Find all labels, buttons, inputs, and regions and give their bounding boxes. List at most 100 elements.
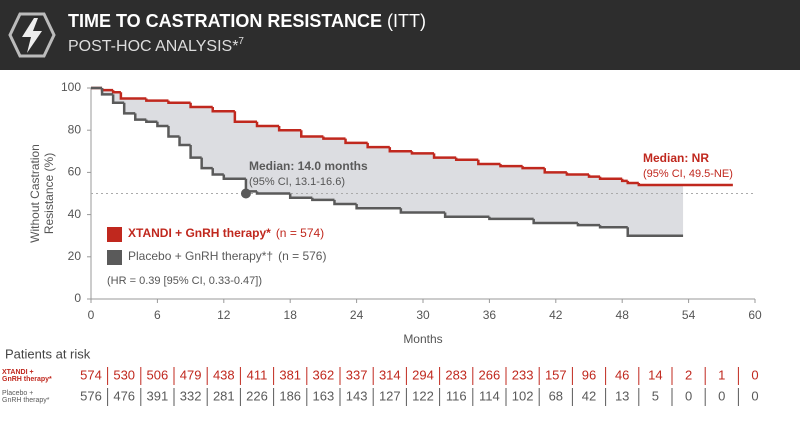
km-step <box>100 88 114 96</box>
risk-value: 68 <box>549 388 563 403</box>
y-tick-label: 0 <box>74 291 81 305</box>
risk-value: 362 <box>313 367 335 382</box>
y-tick-label: 40 <box>68 207 82 221</box>
x-tick-label: 30 <box>416 308 430 322</box>
km-step <box>233 111 257 124</box>
risk-value: 0 <box>751 388 758 403</box>
km-step <box>311 197 335 202</box>
km-step <box>211 106 235 113</box>
header-subtitle: POST-HOC ANALYSIS*7 <box>68 36 244 56</box>
risk-value: 127 <box>379 388 401 403</box>
km-step <box>200 157 213 170</box>
km-step <box>499 163 523 168</box>
title-bold: TIME TO CASTRATION RESISTANCE <box>68 11 382 31</box>
km-step <box>454 157 479 161</box>
km-step <box>598 176 623 180</box>
risk-value: 438 <box>213 367 235 382</box>
median-annotation: Median: 14.0 months <box>249 159 368 173</box>
x-tick-label: 60 <box>748 308 762 322</box>
header-bar <box>0 0 800 70</box>
km-step <box>543 168 567 174</box>
risk-value: 114 <box>479 388 500 403</box>
risk-value: 122 <box>412 388 434 403</box>
risk-row-label: GnRH therapy* <box>2 397 50 404</box>
km-step <box>443 212 490 218</box>
x-tick-label: 48 <box>616 308 630 322</box>
km-step <box>565 172 589 176</box>
km-step <box>255 121 280 128</box>
x-tick-label: 24 <box>350 308 364 322</box>
risk-value: 0 <box>751 367 758 382</box>
km-step <box>488 216 534 221</box>
km-step <box>178 136 191 147</box>
km-step <box>189 144 202 159</box>
km-step <box>322 136 346 140</box>
risk-value: 411 <box>247 367 268 382</box>
risk-value: 233 <box>512 367 534 382</box>
km-step <box>355 204 401 210</box>
km-step <box>366 142 390 149</box>
km-step <box>111 94 125 105</box>
risk-value: 13 <box>615 388 629 403</box>
km-step <box>388 147 412 153</box>
risk-value: 337 <box>346 367 368 382</box>
header-title: TIME TO CASTRATION RESISTANCE (ITT) <box>68 11 426 31</box>
risk-value: 314 <box>379 367 401 382</box>
risk-value: 186 <box>279 388 301 403</box>
risk-value: 2 <box>685 367 692 382</box>
title-suffix: (ITT) <box>387 11 426 31</box>
km-step <box>626 227 684 237</box>
risk-value: 332 <box>180 388 202 403</box>
km-step <box>145 119 158 124</box>
risk-value: 479 <box>180 367 202 382</box>
risk-value: 0 <box>685 388 692 403</box>
km-step <box>620 178 628 183</box>
risk-value: 157 <box>545 367 567 382</box>
risk-value: 266 <box>479 367 501 382</box>
km-step <box>255 191 291 195</box>
median-point <box>240 188 251 199</box>
risk-value: 476 <box>113 388 135 403</box>
km-step <box>134 113 147 121</box>
km-step <box>532 218 578 225</box>
legend-entry: XTANDI + GnRH therapy* (n = 574) <box>128 226 324 240</box>
km-step <box>119 92 147 100</box>
hr-annotation: (HR = 0.39 [95% CI, 0.33-0.47]) <box>107 275 262 287</box>
km-step <box>626 180 639 185</box>
y-axis-label: Resistance (%) <box>42 153 56 234</box>
risk-value: 391 <box>147 388 169 403</box>
y-tick-label: 80 <box>68 122 82 136</box>
km-step <box>222 174 246 180</box>
km-step <box>598 225 628 229</box>
risk-value: 0 <box>718 388 725 403</box>
risk-value: 530 <box>113 367 135 382</box>
legend-entry: Placebo + GnRH therapy*† (n = 576) <box>128 249 326 263</box>
km-step <box>277 125 302 132</box>
x-tick-label: 18 <box>284 308 298 322</box>
median-ci: (95% CI, 49.5-NE) <box>643 168 733 180</box>
risk-title: Patients at risk <box>5 346 91 361</box>
risk-value: 143 <box>346 388 368 403</box>
risk-value: 5 <box>652 388 659 403</box>
risk-value: 226 <box>246 388 268 403</box>
x-tick-label: 42 <box>549 308 563 322</box>
risk-value: 576 <box>80 388 102 403</box>
difference-area <box>91 88 684 236</box>
km-step <box>300 130 324 138</box>
km-step <box>145 98 169 102</box>
risk-row-label: Placebo + <box>2 390 33 397</box>
x-tick-label: 54 <box>682 308 696 322</box>
km-step <box>122 102 136 115</box>
legend-n: (n = 576) <box>278 249 326 263</box>
x-axis-label: Months <box>403 332 442 346</box>
risk-value: 281 <box>213 388 235 403</box>
x-tick-label: 6 <box>154 308 161 322</box>
risk-value: 116 <box>446 388 467 403</box>
risk-value: 42 <box>582 388 596 403</box>
risk-value: 381 <box>279 367 301 382</box>
risk-value: 294 <box>412 367 434 382</box>
km-step <box>333 199 357 206</box>
km-step <box>344 138 368 145</box>
km-step <box>399 208 446 214</box>
y-tick-label: 60 <box>68 165 82 179</box>
